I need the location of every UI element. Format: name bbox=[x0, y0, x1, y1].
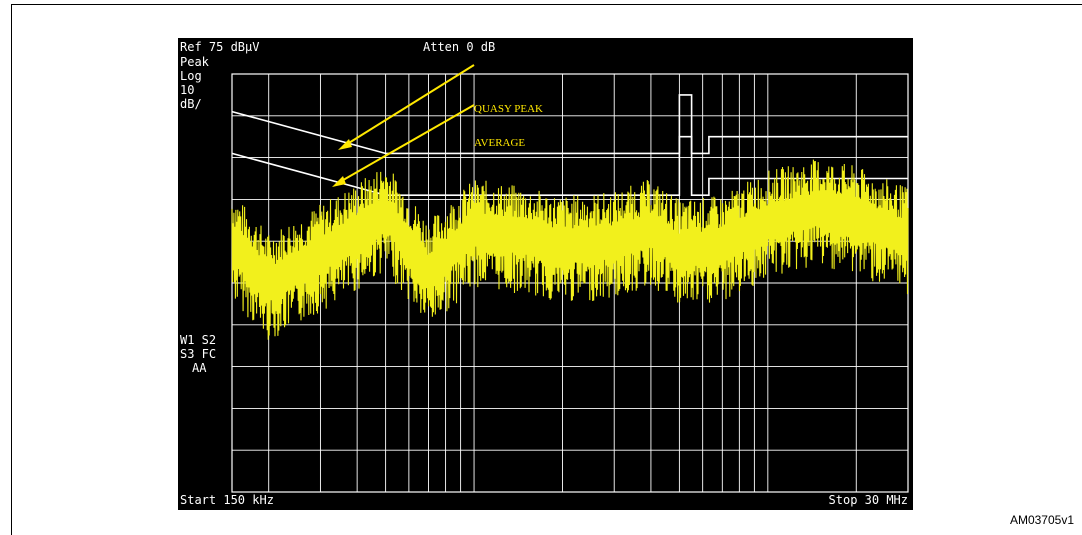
emi-spectrum-chart: Ref 75 dBµV Atten 0 dB Peak Log 10 dB/ W… bbox=[180, 40, 909, 507]
annotations: QUASY PEAK AVERAGE bbox=[332, 64, 543, 187]
ref-level-label: Ref 75 dBµV bbox=[180, 40, 259, 54]
spectrum-analyzer-screen: Ref 75 dBµV Atten 0 dB Peak Log 10 dB/ W… bbox=[178, 38, 913, 510]
quasy-peak-annotation: QUASY PEAK bbox=[474, 103, 543, 115]
quasy-peak-arrowhead bbox=[338, 139, 352, 150]
quasy-peak-limit-line bbox=[231, 94, 908, 155]
quasy-peak-arrow bbox=[343, 64, 475, 147]
scale-unit-label: dB/ bbox=[180, 97, 202, 111]
attenuation-label: Atten 0 dB bbox=[423, 40, 495, 54]
stop-frequency-label: Stop 30 MHz bbox=[829, 493, 908, 507]
figure-frame bbox=[11, 4, 1082, 535]
scale-value-label: 10 bbox=[180, 83, 194, 97]
detector-mode-label: Peak bbox=[180, 55, 210, 69]
emission-trace bbox=[231, 159, 909, 340]
scale-type-label: Log bbox=[180, 69, 202, 83]
trace-status-label: W1 S2 bbox=[180, 333, 216, 347]
limit-lines bbox=[231, 94, 908, 196]
average-arrowhead bbox=[332, 176, 346, 187]
figure-id: AM03705v1 bbox=[1009, 513, 1074, 527]
filter-status-label: S3 FC bbox=[180, 347, 216, 361]
average-status-label: AA bbox=[192, 361, 207, 375]
average-annotation: AVERAGE bbox=[474, 137, 525, 149]
start-frequency-label: Start 150 kHz bbox=[180, 493, 274, 507]
average-arrow bbox=[337, 104, 475, 184]
trace bbox=[231, 159, 909, 340]
